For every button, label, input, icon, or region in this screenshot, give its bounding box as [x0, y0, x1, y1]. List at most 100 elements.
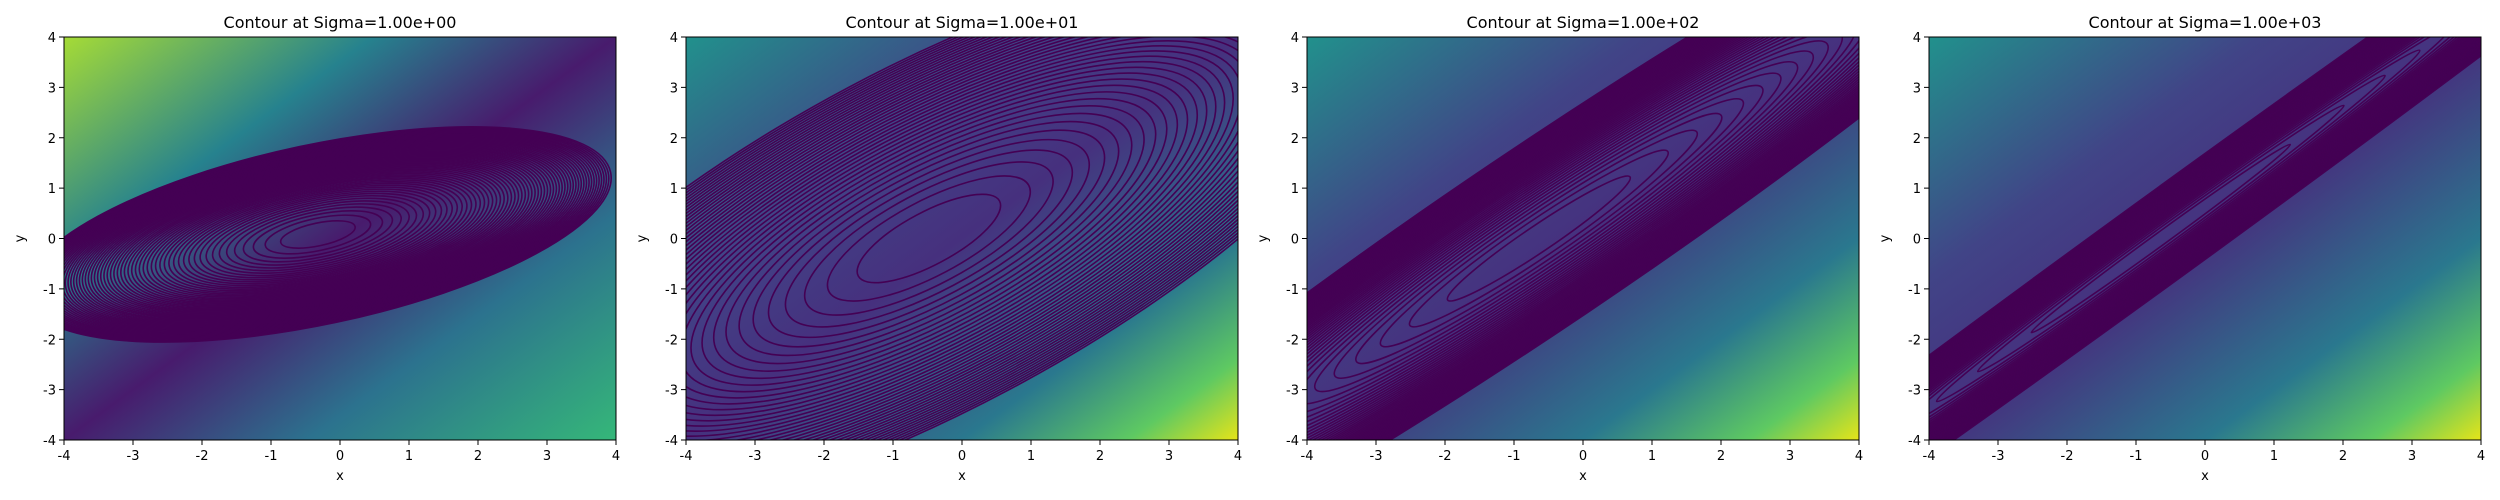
contour-line: [1929, 37, 2479, 440]
contour-line: [1307, 37, 1859, 440]
contour-line: [1355, 112, 1723, 365]
contour-line: [1929, 37, 2481, 440]
contour-line: [1307, 37, 1859, 440]
contour-line: [1307, 37, 1859, 440]
contour-line: [686, 37, 1238, 440]
contour-line: [686, 50, 1234, 427]
contours: [1929, 37, 2481, 440]
contour-line: [182, 184, 454, 285]
y-axis-label: y: [13, 234, 28, 242]
contour-line: [163, 177, 473, 292]
chart-title: Contour at Sigma=1.00e+03: [2089, 13, 2322, 32]
x-tick-label: 4: [612, 449, 620, 464]
contour-line: [1307, 37, 1844, 440]
contour-line: [72, 144, 563, 325]
contour-line: [1307, 37, 1859, 440]
y-tick-label: -2: [43, 333, 56, 348]
x-tick-label: 0: [336, 449, 344, 464]
contour-line: [1307, 37, 1859, 440]
x-tick-label: 4: [2477, 449, 2485, 464]
contour-line: [1307, 37, 1859, 440]
contour-line: [1929, 37, 2452, 440]
y-axis-label: y: [1256, 234, 1271, 242]
contour-line: [70, 143, 566, 326]
contour-line: [686, 66, 1208, 411]
contours: [64, 126, 612, 343]
x-axis-label: x: [1579, 469, 1587, 484]
contour-line: [1307, 37, 1859, 440]
y-tick-label: 0: [48, 233, 56, 248]
contour-line: [199, 190, 437, 279]
contour-line: [686, 37, 1238, 440]
contour-line: [1307, 37, 1859, 440]
y-tick-label: -3: [43, 384, 56, 399]
contour-line: [1929, 37, 2481, 440]
contour-line: [686, 37, 1238, 440]
contour-line: [64, 138, 580, 331]
contour-line: [690, 91, 1168, 386]
contour-line: [1307, 40, 1829, 437]
contour-line: [1929, 37, 2481, 440]
x-axis-label: x: [958, 469, 966, 484]
contour-line: [1307, 72, 1782, 405]
contour-line: [1307, 37, 1859, 440]
contours: [1307, 37, 1859, 440]
contour-line: [1929, 37, 2481, 440]
contour-line: [93, 151, 543, 318]
contour-line: [177, 182, 459, 287]
contour-line: [686, 72, 1199, 405]
contour-line: [1307, 37, 1859, 440]
contour-line: [712, 105, 1145, 372]
contour-line: [172, 180, 463, 289]
x-tick-label: 3: [1786, 449, 1794, 464]
y-tick-label: 1: [670, 182, 678, 197]
y-tick-label: 0: [1913, 233, 1921, 248]
contour-line: [1307, 37, 1859, 440]
contour-line: [150, 172, 486, 297]
contour-line: [1929, 37, 2481, 440]
contour-line: [264, 214, 372, 255]
contour-line: [168, 179, 468, 290]
contour-line: [64, 140, 572, 328]
contour-line: [686, 37, 1238, 440]
contour-line: [1307, 37, 1859, 440]
x-tick-label: -1: [887, 449, 900, 464]
y-tick-label: 1: [1291, 182, 1299, 197]
contour-line: [686, 37, 1238, 440]
contour-line: [1307, 37, 1859, 440]
contour-line: [686, 37, 1238, 440]
x-tick-label: 3: [1165, 449, 1173, 464]
contour-line: [1307, 37, 1859, 440]
contour-line: [123, 162, 513, 307]
contour-line: [1307, 37, 1859, 440]
contour-line: [1929, 49, 2421, 428]
contour-line: [686, 37, 1238, 440]
contour-line: [1307, 37, 1859, 440]
chart-title: Contour at Sigma=1.00e+02: [1467, 13, 1700, 32]
x-tick-label: -1: [265, 449, 278, 464]
contour-line: [686, 37, 1238, 440]
contour-line: [218, 197, 418, 272]
contour-line: [1976, 104, 2345, 373]
contour-line: [686, 37, 1238, 440]
x-tick-label: 2: [1096, 449, 1104, 464]
y-tick-label: -1: [1908, 283, 1921, 298]
contour-line: [686, 37, 1238, 440]
x-tick-label: -1: [2130, 449, 2143, 464]
contour-line: [784, 149, 1074, 328]
y-tick-label: 2: [48, 132, 56, 147]
x-tick-label: -3: [1992, 449, 2005, 464]
y-tick-label: -4: [1286, 434, 1299, 449]
y-tick-label: 0: [1291, 233, 1299, 248]
y-tick-label: -2: [665, 333, 678, 348]
contour-line: [130, 165, 505, 304]
contour-line: [1446, 175, 1632, 302]
x-tick-label: -4: [1923, 449, 1936, 464]
contour-line: [64, 138, 577, 330]
x-tick-label: 2: [2339, 449, 2347, 464]
x-tick-label: -2: [818, 449, 831, 464]
subplot: -4 -3 -2 -1 0 1 2 3 4 -4 -3 -2 -1 0 1 2 3 4 Contour at Sig…: [1878, 13, 2485, 484]
y-tick-label: 3: [1291, 81, 1299, 96]
contour-line: [686, 37, 1238, 440]
x-tick-label: -3: [749, 449, 762, 464]
